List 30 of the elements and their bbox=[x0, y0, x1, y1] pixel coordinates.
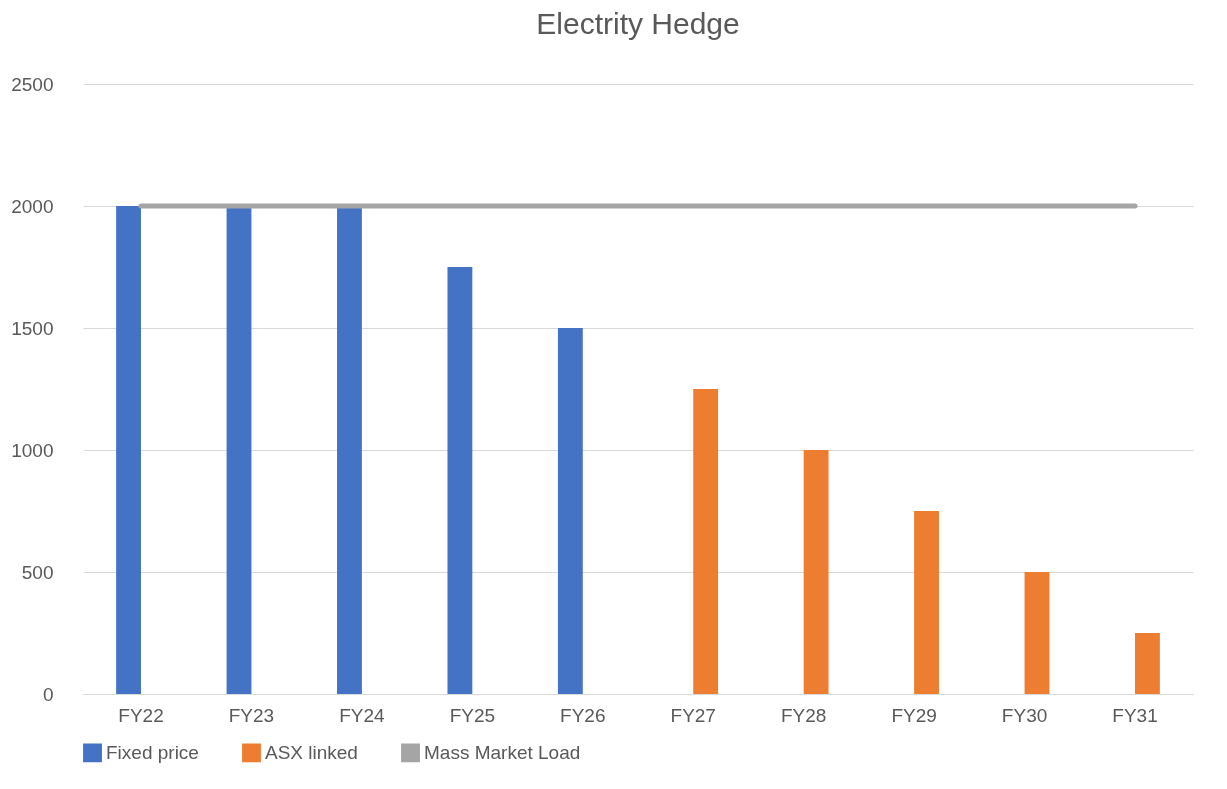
y-tick-label: 1000 bbox=[11, 439, 54, 461]
legend-label: Mass Market Load bbox=[424, 741, 581, 763]
y-tick-label: 0 bbox=[42, 683, 54, 705]
x-tick-label: FY29 bbox=[891, 704, 937, 726]
bar bbox=[803, 450, 829, 694]
bar bbox=[1024, 572, 1050, 694]
x-tick-label: FY27 bbox=[670, 704, 716, 726]
bar bbox=[337, 206, 362, 694]
y-tick-label: 2000 bbox=[11, 195, 54, 217]
x-tick-label: FY24 bbox=[339, 704, 386, 726]
legend-label: Fixed price bbox=[106, 741, 199, 763]
x-tick-label: FY28 bbox=[780, 704, 827, 726]
chart-title: Electrity Hedge bbox=[536, 7, 740, 40]
y-tick-label: 2500 bbox=[11, 73, 54, 95]
bar bbox=[557, 328, 583, 694]
x-tick-label: FY23 bbox=[228, 704, 275, 726]
y-tick-label: 1500 bbox=[11, 317, 54, 339]
bar bbox=[226, 206, 252, 694]
y-tick-label: 500 bbox=[21, 561, 54, 583]
x-tick-label: FY25 bbox=[449, 704, 496, 726]
x-tick-label: FY26 bbox=[560, 704, 606, 726]
bar bbox=[1135, 633, 1160, 694]
x-tick-label: FY30 bbox=[1001, 704, 1048, 726]
legend-label: ASX linked bbox=[265, 741, 358, 763]
bar bbox=[914, 511, 939, 694]
bar bbox=[693, 389, 719, 694]
bar bbox=[116, 206, 141, 694]
x-tick-label: FY31 bbox=[1112, 704, 1158, 726]
x-tick-label: FY22 bbox=[118, 704, 164, 726]
bar bbox=[447, 267, 473, 694]
